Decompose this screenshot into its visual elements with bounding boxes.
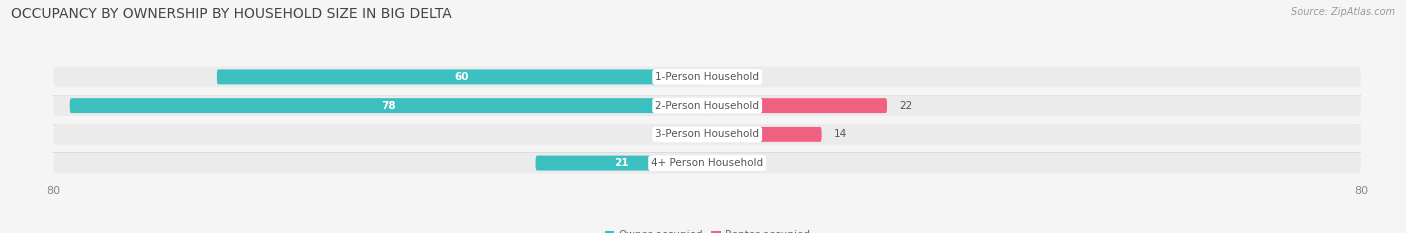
Text: 4+ Person Household: 4+ Person Household xyxy=(651,158,763,168)
FancyBboxPatch shape xyxy=(53,67,1361,87)
FancyBboxPatch shape xyxy=(707,127,821,142)
Legend: Owner-occupied, Renter-occupied: Owner-occupied, Renter-occupied xyxy=(600,226,814,233)
Text: 0: 0 xyxy=(720,72,725,82)
FancyBboxPatch shape xyxy=(70,98,707,113)
Text: 2-Person Household: 2-Person Household xyxy=(655,101,759,111)
Text: 22: 22 xyxy=(900,101,912,111)
Text: 1-Person Household: 1-Person Household xyxy=(655,72,759,82)
Text: OCCUPANCY BY OWNERSHIP BY HOUSEHOLD SIZE IN BIG DELTA: OCCUPANCY BY OWNERSHIP BY HOUSEHOLD SIZE… xyxy=(11,7,451,21)
FancyBboxPatch shape xyxy=(536,156,707,171)
FancyBboxPatch shape xyxy=(53,124,1361,145)
Text: 3-Person Household: 3-Person Household xyxy=(655,129,759,139)
Text: 78: 78 xyxy=(381,101,396,111)
Text: 60: 60 xyxy=(454,72,470,82)
FancyBboxPatch shape xyxy=(217,69,707,84)
Text: 0: 0 xyxy=(689,129,695,139)
Text: 0: 0 xyxy=(720,158,725,168)
FancyBboxPatch shape xyxy=(53,95,1361,116)
Text: 21: 21 xyxy=(614,158,628,168)
FancyBboxPatch shape xyxy=(707,98,887,113)
Text: Source: ZipAtlas.com: Source: ZipAtlas.com xyxy=(1291,7,1395,17)
Text: 14: 14 xyxy=(834,129,848,139)
FancyBboxPatch shape xyxy=(53,153,1361,173)
